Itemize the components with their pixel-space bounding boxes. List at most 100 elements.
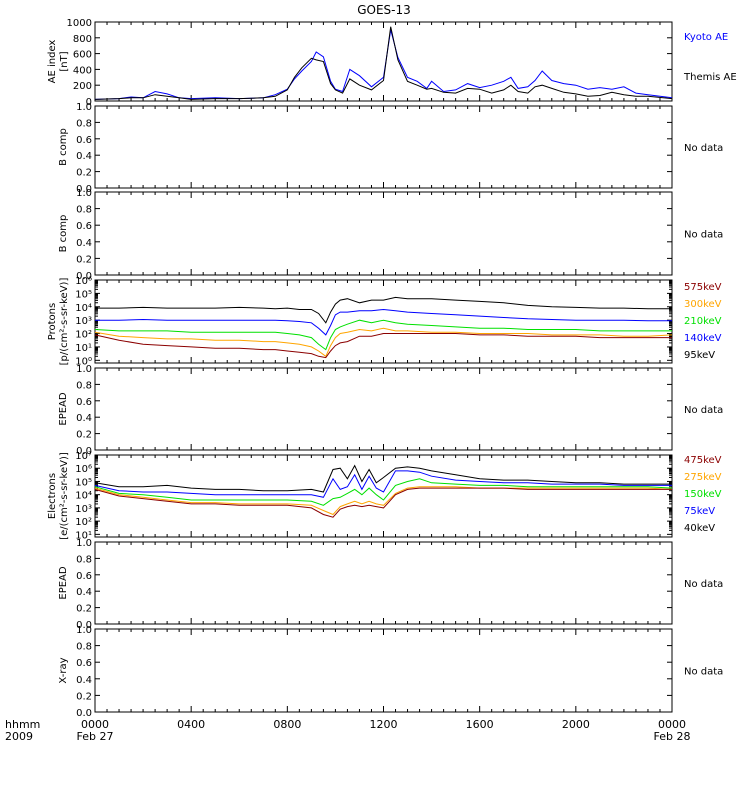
- b-comp-1-panel-y-tick-label: 0.4: [76, 151, 92, 162]
- epead-1-panel-y-tick-label: 0.8: [76, 380, 92, 391]
- ae-panel-y-tick-label: 800: [73, 34, 92, 45]
- b-comp-2-panel-frame: [94, 191, 673, 276]
- b-comp-1-panel-y-tick-label: 0.8: [76, 118, 92, 129]
- time-axis-tick-label: 1200: [370, 718, 398, 731]
- protons-panel-y-tick-label: 10⁰: [75, 356, 92, 367]
- protons-panel-y-tick-label: 10⁴: [75, 303, 92, 314]
- protons-panel-y-tick-label: 10⁶: [75, 276, 92, 287]
- protons-panel-legend-95kev: 95keV: [684, 350, 715, 361]
- time-axis-tick-label: 0800: [273, 718, 301, 731]
- x-ray-no-data-label: No data: [684, 667, 723, 678]
- electrons-panel-y-tick-label: 10⁷: [75, 451, 92, 462]
- x-ray-panel-y-tick-label: 1.0: [76, 625, 92, 636]
- time-axis-date-start: Feb 27: [77, 730, 114, 743]
- ae-panel-series-themis-ae: [94, 26, 673, 100]
- plot-title: GOES-13: [357, 3, 411, 17]
- electrons-panel-series-475kev: [94, 487, 672, 518]
- protons-panel-series-575kev: [94, 333, 672, 359]
- protons-panel-series-300kev: [94, 327, 673, 358]
- electrons-panel-legend-40kev: 40keV: [684, 523, 715, 534]
- protons-panel-legend-575kev: 575keV: [684, 282, 722, 293]
- electrons-panel-y-tick-label: 10⁴: [75, 491, 92, 502]
- b-comp-1-panel-y-tick-label: 0.2: [76, 168, 92, 179]
- ae-panel-y-tick-label: 600: [73, 50, 92, 61]
- epead-1-panel-frame: [94, 367, 673, 451]
- protons-panel-series-95kev: [95, 296, 672, 324]
- epead-2-panel-ylabel: EPEAD: [58, 566, 69, 600]
- electrons-panel-series-40kev: [94, 464, 672, 493]
- b-comp-1-panel-y-tick-label: 0.0: [76, 184, 92, 195]
- time-axis-year: 2009: [5, 730, 33, 743]
- electrons-panel-frame: [94, 454, 673, 538]
- b-comp-2-panel-y-tick-label: 0.6: [76, 221, 92, 232]
- protons-panel-ylabel: [p/(cm²-s-sr-keV)]: [59, 278, 70, 366]
- time-axis-tick-label: 0000: [81, 718, 109, 731]
- protons-panel-y-tick-label: 10⁵: [75, 289, 92, 300]
- epead-1-panel-y-tick-label: 0.4: [76, 413, 92, 424]
- b-comp-1-panel-y-tick-label: 1.0: [76, 102, 92, 113]
- electrons-panel-y-tick-label: 10¹: [75, 530, 92, 541]
- ae-panel-frame: [94, 21, 673, 102]
- x-ray-panel-y-tick-label: 0.8: [76, 642, 92, 653]
- epead-2-panel-y-tick-label: 0.2: [76, 604, 92, 615]
- x-ray-panel-y-tick-label: 0.4: [76, 675, 92, 686]
- electrons-panel-y-tick-label: 10³: [75, 504, 92, 515]
- b-comp-2-panel-ylabel: B comp: [58, 215, 69, 253]
- ae-panel-y-tick-label: 0: [86, 97, 92, 108]
- epead-2-panel-y-tick-label: 0.8: [76, 554, 92, 565]
- protons-panel-y-tick-label: 10³: [75, 316, 92, 327]
- protons-panel-y-tick-label: 10¹: [75, 343, 92, 354]
- b-comp-1-panel-frame: [94, 105, 673, 189]
- epead-2-panel-y-tick-label: 0.4: [76, 587, 92, 598]
- epead-1-panel-y-tick-label: 0.0: [76, 446, 92, 457]
- time-axis-tick-label: 1600: [466, 718, 494, 731]
- protons-panel-frame: [94, 279, 673, 364]
- protons-panel-legend-210kev: 210keV: [684, 316, 722, 327]
- electrons-panel-legend-75kev: 75keV: [684, 506, 715, 517]
- protons-panel-series-210kev: [94, 319, 672, 351]
- electrons-panel-series-275kev: [94, 486, 673, 516]
- time-axis-tick-label: 2000: [562, 718, 590, 731]
- protons-panel-legend-140kev: 140keV: [684, 333, 722, 344]
- ae-panel-ylabel: AE index: [47, 40, 58, 84]
- epead-1-panel-y-tick-label: 0.2: [76, 430, 92, 441]
- protons-panel-ylabel: Protons: [47, 303, 58, 340]
- epead-1-panel-y-tick-label: 0.6: [76, 397, 92, 408]
- b-comp-2-no-data-label: No data: [684, 230, 723, 241]
- epead-2-panel-y-tick-label: 0.0: [76, 620, 92, 631]
- b-comp-1-panel-y-tick-label: 0.6: [76, 135, 92, 146]
- epead-1-panel-y-tick-label: 1.0: [76, 364, 92, 375]
- b-comp-1-panel-ylabel: B comp: [58, 128, 69, 166]
- b-comp-2-panel-y-tick-label: 1.0: [76, 188, 92, 199]
- electrons-panel-y-tick-label: 10²: [75, 517, 92, 528]
- electrons-panel-legend-150kev: 150keV: [684, 489, 722, 500]
- x-ray-panel-frame: [94, 628, 673, 713]
- electrons-panel-y-tick-label: 10⁶: [75, 464, 92, 475]
- protons-panel-y-tick-label: 10²: [75, 330, 92, 341]
- x-ray-panel-y-tick-label: 0.0: [76, 708, 92, 719]
- epead-2-panel-y-tick-label: 1.0: [76, 538, 92, 549]
- electrons-panel-series-75kev: [94, 470, 672, 498]
- ae-panel-y-tick-label: 200: [73, 81, 92, 92]
- time-axis-date-end: Feb 28: [654, 730, 691, 743]
- electrons-panel-ylabel: [e/(cm²-s-sr-keV)]: [59, 452, 70, 540]
- electrons-panel-ylabel: Electrons: [47, 473, 58, 519]
- time-axis-tick-label: 0400: [177, 718, 205, 731]
- ae-panel-y-tick-label: 400: [73, 65, 92, 76]
- time-axis: hhmm 2009 0000 0400 0800 1200 1600 2000 0000Fe…: [5, 718, 690, 743]
- b-comp-1-no-data-label: No data: [684, 143, 723, 154]
- b-comp-2-panel-y-tick-label: 0.4: [76, 238, 92, 249]
- ae-panel-series-kyoto-ae: [94, 29, 673, 100]
- epead-2-panel-frame: [94, 541, 673, 625]
- protons-panel-series-140kev: [95, 308, 672, 336]
- ae-panel-ylabel: [nT]: [59, 51, 70, 71]
- x-ray-panel-ylabel: X-ray: [58, 657, 69, 683]
- b-comp-2-panel-y-tick-label: 0.2: [76, 254, 92, 265]
- x-ray-panel-y-tick-label: 0.6: [76, 658, 92, 669]
- electrons-panel-y-tick-label: 10⁵: [75, 477, 92, 488]
- b-comp-2-panel-y-tick-label: 0.8: [76, 205, 92, 216]
- x-ray-panel-y-tick-label: 0.2: [76, 691, 92, 702]
- electrons-panel-legend-475kev: 475keV: [684, 455, 722, 466]
- electrons-panel-legend-275kev: 275keV: [684, 472, 722, 483]
